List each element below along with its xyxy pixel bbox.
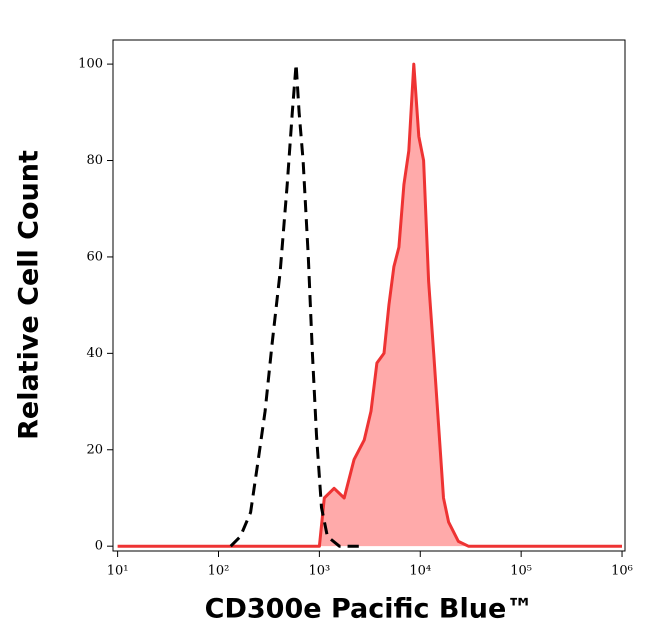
line [229,62,359,548]
x-tick-label: 10⁴ [409,564,431,579]
plot-frame [112,39,626,552]
y-tick-label: 60 [86,249,103,264]
area [117,64,623,547]
x-tick-label: 10¹ [107,564,129,579]
x-tick-label: 10³ [309,564,331,579]
y-tick-label: 40 [86,346,103,361]
line [117,62,622,548]
y-tick-label: 80 [86,153,103,168]
y-tick-label: 0 [95,539,103,554]
x-axis-label: CD300e Pacific Blue™ [205,594,534,625]
x-tick-label: 10⁵ [510,564,532,579]
x-tick-label: 10² [208,564,230,579]
y-tick-label: 100 [78,57,103,72]
y-axis-label: Relative Cell Count [14,150,45,440]
y-tick-label: 20 [86,442,103,457]
x-tick-label: 10⁶ [611,564,633,579]
